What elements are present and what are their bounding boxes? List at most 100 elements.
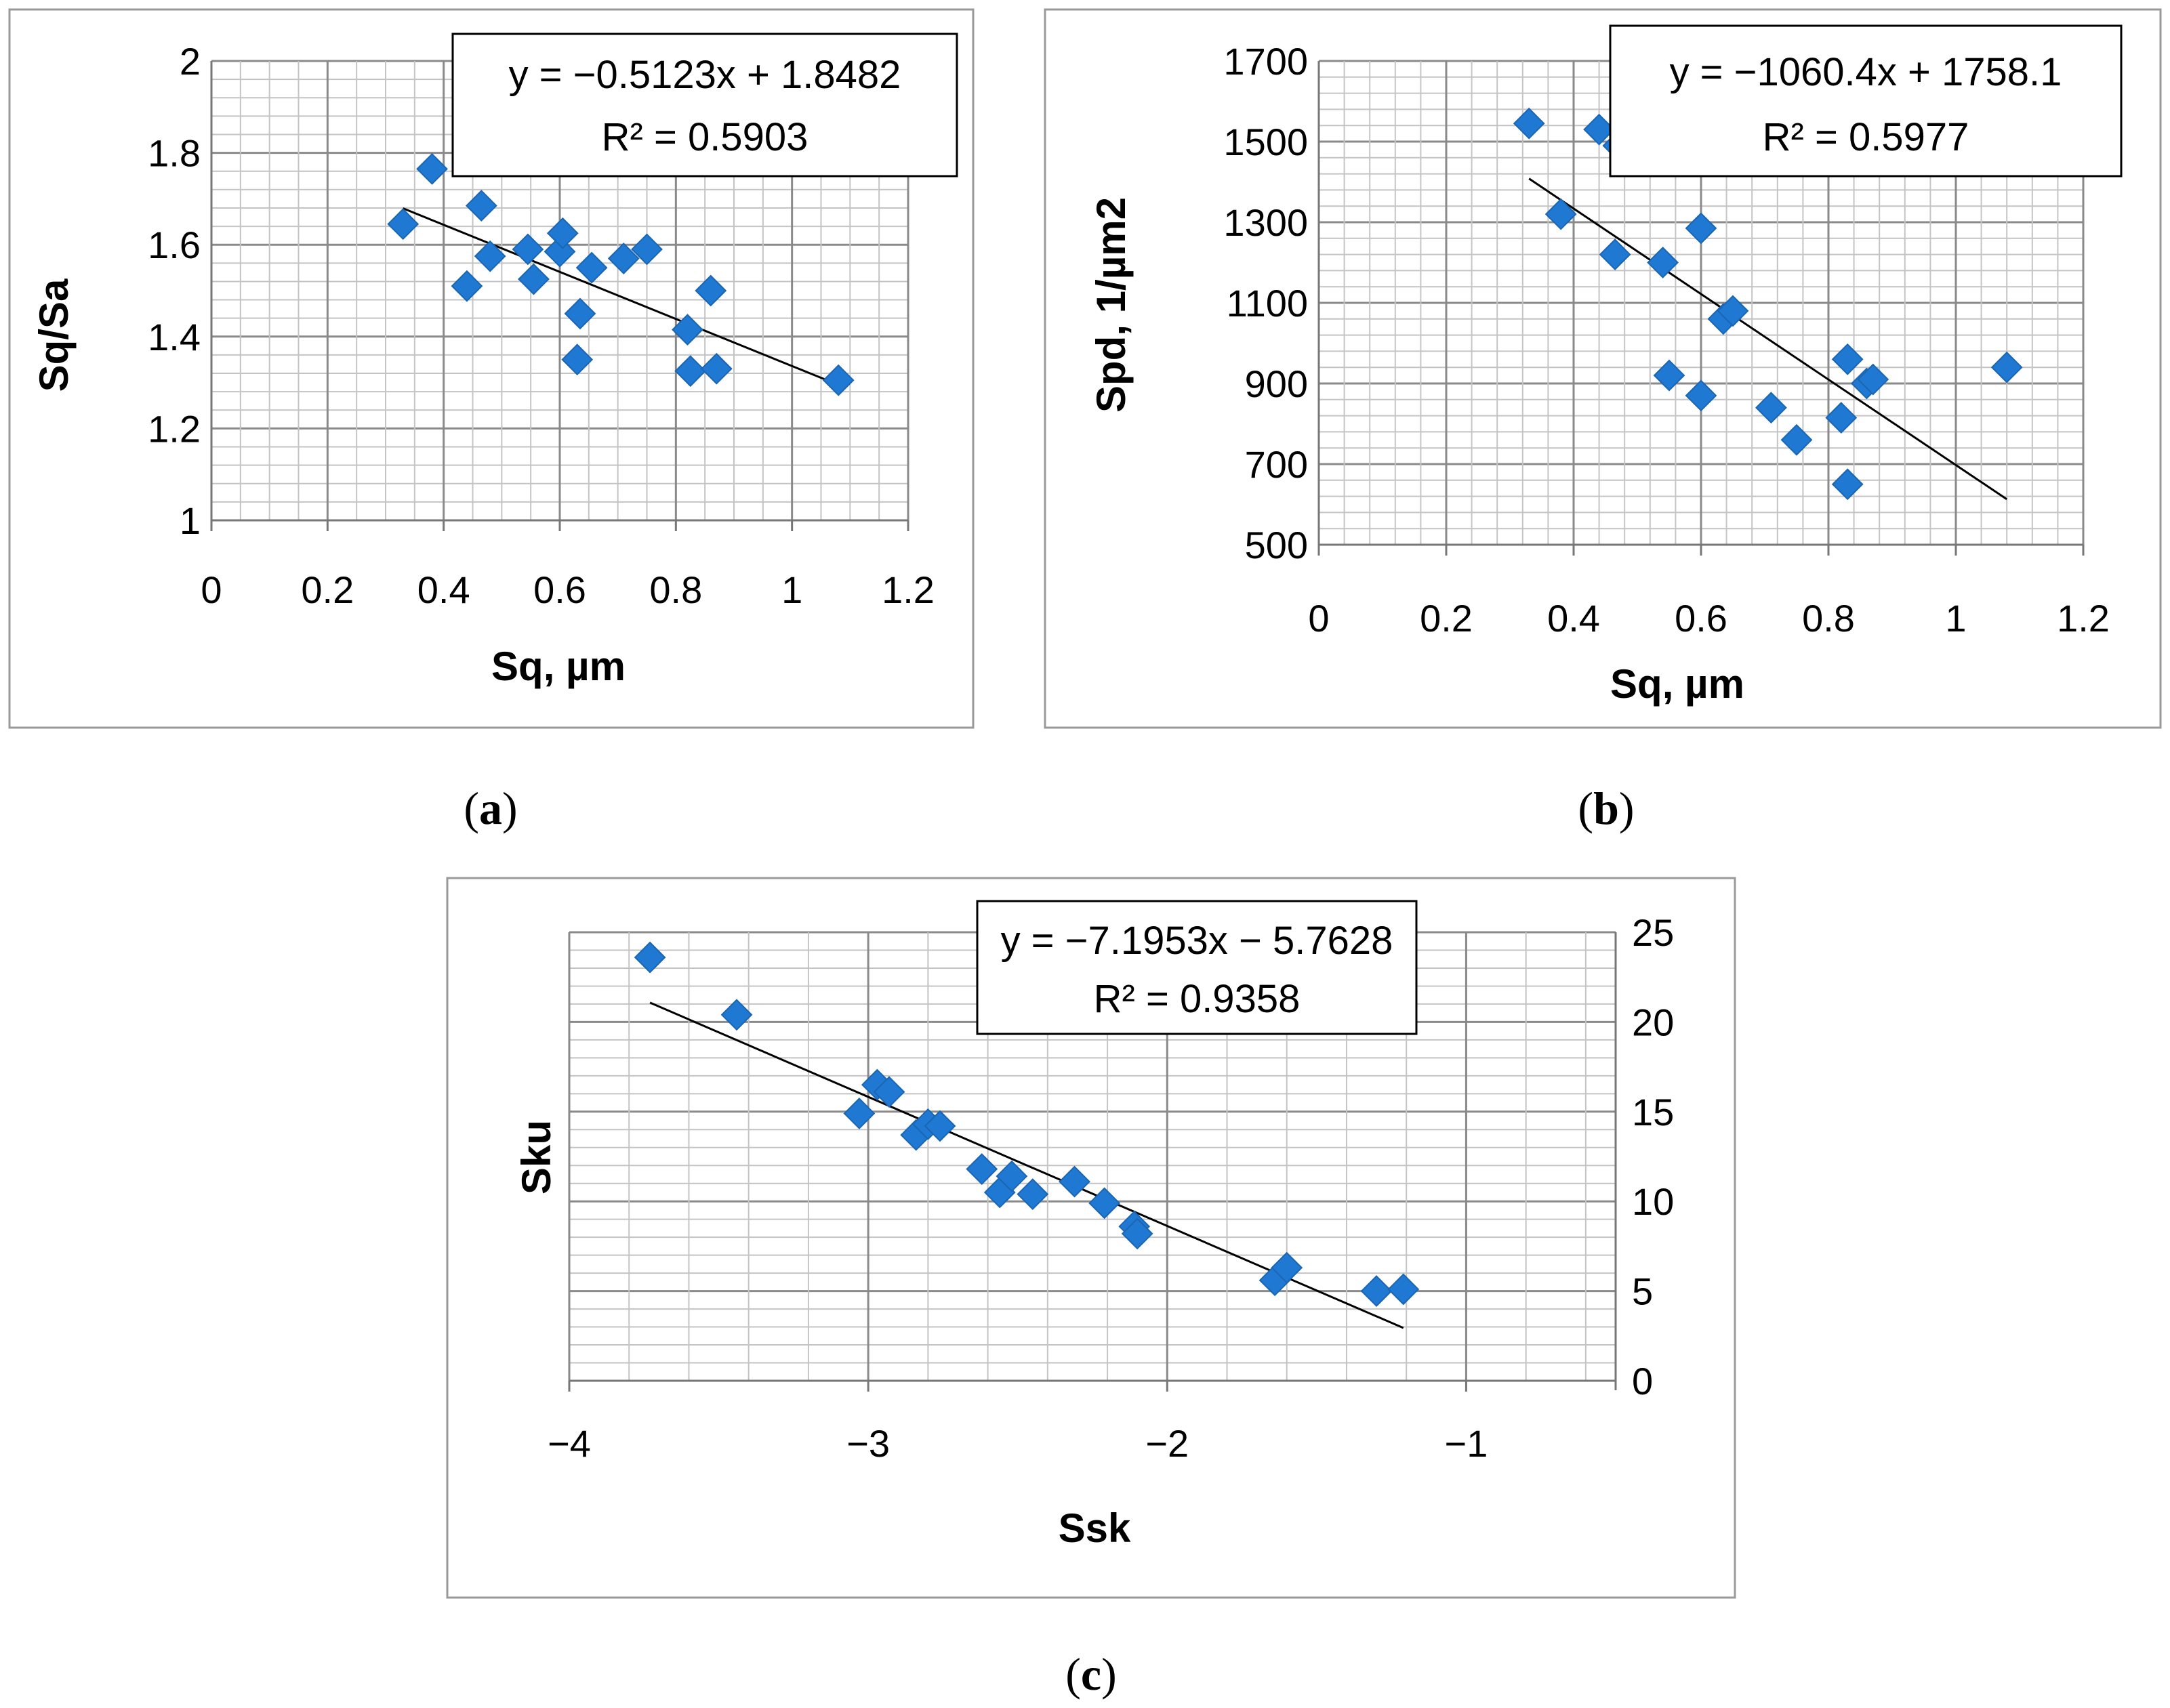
y-tick-label: 25 [1632, 911, 1674, 954]
caption-b: (b) [1578, 783, 1634, 834]
plot-b: 0 0.2 0.4 0.6 0.8 1 1.2 500 700 900 1100 1300 1500 17… [1223, 40, 2110, 640]
caption-c: (c) [1065, 1648, 1117, 1700]
panel-b-equation: y = −1060.4x + 1758.1 [1670, 50, 2062, 94]
data-point [1685, 212, 1717, 245]
panel-a-xlabel: Sq, µm [491, 644, 626, 689]
y-tick-label: 1.8 [148, 132, 201, 175]
data-point [822, 364, 855, 396]
data-point [873, 1076, 905, 1108]
data-point [631, 233, 663, 266]
panel-c-equation: y = −7.1953x − 5.7628 [1001, 919, 1393, 963]
x-tick-label: −2 [1145, 1422, 1189, 1465]
x-tick-label: 0.2 [301, 568, 354, 611]
caption-a-letter: a [479, 783, 502, 834]
panel-c-xlabel: Ssk [1059, 1505, 1131, 1551]
x-tick-label: 0.4 [417, 568, 470, 611]
y-tick-label: 1 [180, 499, 201, 542]
data-point [1990, 351, 2023, 383]
data-point [634, 941, 666, 974]
data-point [387, 208, 419, 241]
y-tick-label: 1500 [1223, 121, 1308, 163]
data-point [1088, 1187, 1121, 1220]
x-tick-label: 0.6 [1675, 597, 1727, 640]
data-point [1647, 247, 1679, 278]
data-point [607, 243, 640, 274]
x-tick-label: 0.4 [1547, 597, 1600, 640]
data-point [1825, 402, 1858, 434]
y-tick-label: 5 [1632, 1270, 1653, 1313]
x-tick-label: 0.8 [649, 568, 702, 611]
y-tick-label: 10 [1632, 1180, 1674, 1223]
x-tick-label: −1 [1444, 1422, 1488, 1465]
y-tick-label: 1.2 [148, 407, 201, 450]
y-tick-label: 0 [1632, 1360, 1653, 1402]
panel-a-equation: y = −0.5123x + 1.8482 [509, 53, 901, 97]
data-point [1387, 1273, 1420, 1306]
data-point [1755, 392, 1787, 424]
y-tick-label: 900 [1245, 362, 1308, 405]
y-tick-label: 2 [180, 40, 201, 83]
x-tick-label: 0.8 [1802, 597, 1855, 640]
x-tick-label: −4 [548, 1422, 591, 1465]
data-point [474, 240, 506, 272]
data-point [1717, 295, 1749, 327]
data-point [720, 999, 753, 1031]
data-point [996, 1160, 1028, 1192]
data-point [1685, 379, 1717, 412]
x-tick-label: 1.2 [2057, 597, 2110, 640]
panel-c-r2: R² = 0.9358 [1094, 977, 1301, 1021]
x-tick-label: 1.2 [882, 568, 935, 611]
data-point [672, 314, 703, 346]
x-tick-label: 0.2 [1420, 597, 1473, 640]
data-point [1360, 1275, 1393, 1308]
panel-a-equation-box: y = −0.5123x + 1.8482 R² = 0.5903 [451, 33, 958, 178]
data-point [1831, 468, 1864, 501]
data-point [1583, 113, 1616, 146]
data-point [966, 1153, 998, 1185]
panel-b-xlabel: Sq, µm [1610, 661, 1744, 707]
panel-b-ylabel: Spd, 1/µm2 [1088, 197, 1134, 413]
panel-b-equation-box: y = −1060.4x + 1758.1 R² = 0.5977 [1609, 24, 2123, 178]
y-tick-label: 500 [1245, 524, 1308, 566]
panel-a-ylabel: Sq/Sa [31, 278, 77, 392]
data-point [1059, 1165, 1090, 1198]
data-point [700, 352, 733, 385]
data-point [451, 270, 483, 302]
trendline [1528, 178, 2008, 501]
data-point [1653, 359, 1685, 392]
panel-c-ylabel: Sku [514, 1120, 559, 1194]
data-point [1857, 363, 1889, 396]
data-point [416, 152, 448, 185]
data-point [1121, 1217, 1153, 1250]
data-point [564, 297, 596, 330]
caption-c-letter: c [1081, 1648, 1101, 1700]
y-tick-label: 20 [1632, 1001, 1674, 1043]
data-point [1780, 423, 1813, 456]
data-point [924, 1110, 956, 1142]
data-point [695, 274, 727, 307]
data-point [465, 190, 497, 222]
data-point [674, 355, 707, 388]
data-point [518, 263, 550, 295]
caption-a: (a) [464, 783, 517, 834]
y-tick-label: 1700 [1223, 40, 1308, 83]
data-point [843, 1098, 876, 1129]
x-tick-label: 1 [1945, 597, 1966, 640]
data-point [1831, 343, 1864, 375]
y-tick-label: 1.6 [148, 224, 201, 266]
y-tick-label: 1100 [1227, 282, 1308, 325]
data-point [1544, 198, 1577, 230]
y-tick-label: 700 [1245, 443, 1308, 486]
x-tick-label: 0.6 [533, 568, 586, 611]
data-point [1599, 238, 1631, 271]
data-point [1017, 1178, 1049, 1211]
caption-b-letter: b [1593, 783, 1619, 834]
panel-b-r2: R² = 0.5977 [1763, 115, 1969, 159]
data-point [512, 233, 544, 266]
x-tick-label: −3 [846, 1422, 890, 1465]
panel-c-equation-box: y = −7.1953x − 5.7628 R² = 0.9358 [976, 900, 1418, 1035]
x-tick-label: 1 [781, 568, 802, 611]
trendline [403, 207, 839, 386]
data-point [1271, 1251, 1303, 1284]
